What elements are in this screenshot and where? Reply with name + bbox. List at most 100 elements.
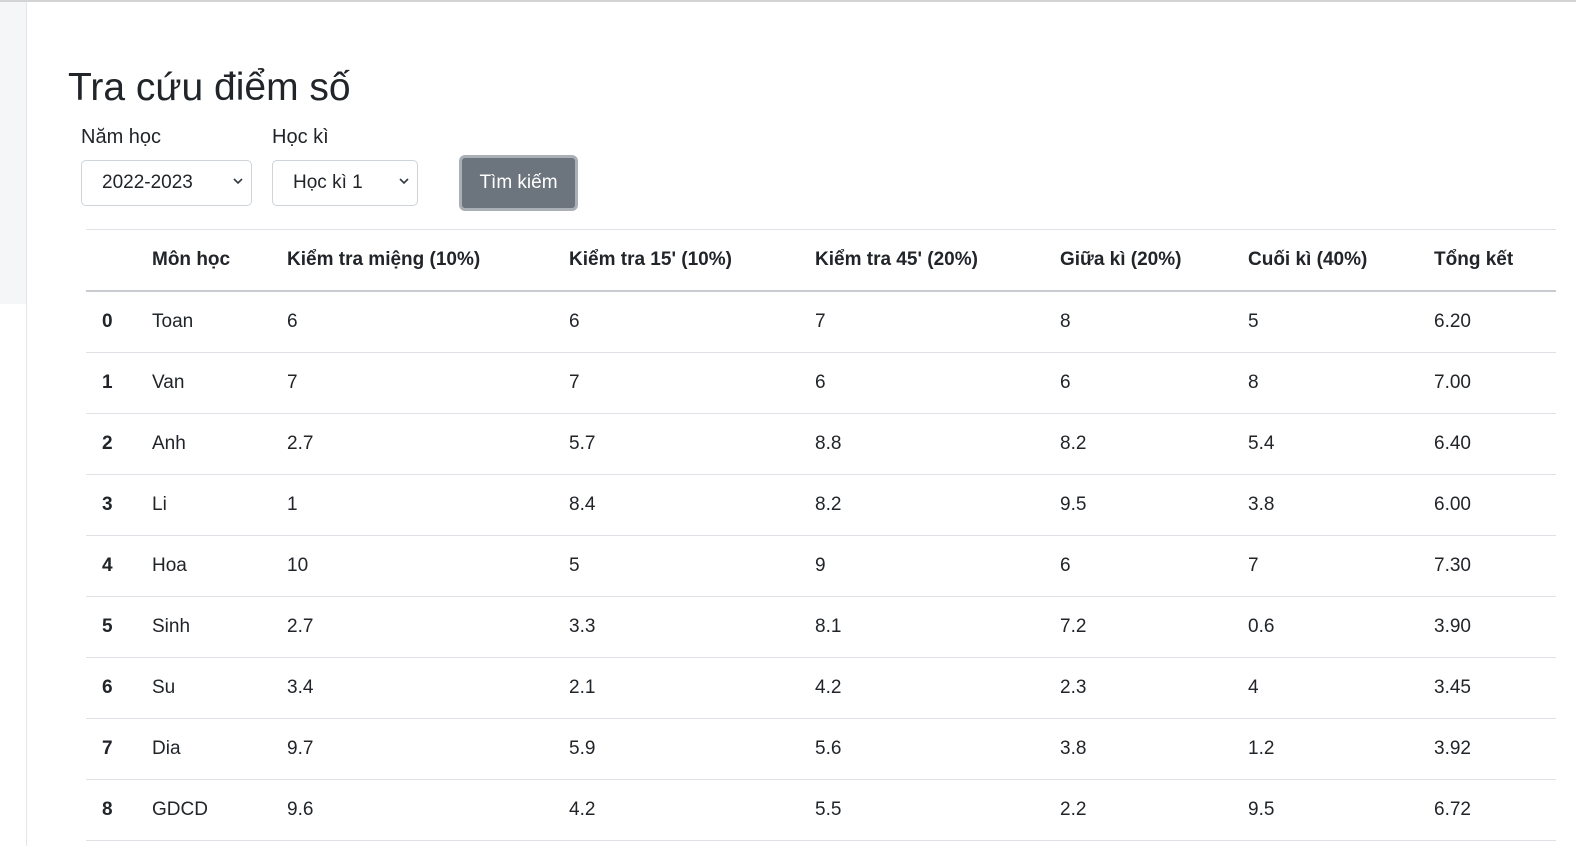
subject-cell: Sinh	[152, 596, 287, 658]
midterm-cell: 9.5	[1060, 474, 1248, 536]
semester-select-value: Học kì 1	[293, 172, 363, 193]
subject-header: Môn học	[152, 229, 287, 292]
subject-cell: Dia	[152, 718, 287, 780]
row-index: 0	[86, 291, 152, 353]
test-45-header: Kiểm tra 45' (20%)	[815, 229, 1060, 292]
semester-select[interactable]: Học kì 1	[272, 160, 418, 206]
year-select-value: 2022-2023	[102, 172, 193, 193]
search-button[interactable]: Tìm kiếm	[459, 155, 578, 211]
subject-cell: GDCD	[152, 779, 287, 841]
total-cell: 3.90	[1434, 596, 1556, 658]
oral-test-cell: 3.4	[287, 657, 569, 719]
index-header	[86, 229, 152, 292]
year-label: Năm học	[81, 126, 162, 148]
table-body: 0 Toan 6 6 7 8 5 6.20 1 Van 7 7 6 6 8 7.00 2 Anh 2.7 5.7 8.8…	[86, 291, 1556, 841]
midterm-cell: 6	[1060, 352, 1248, 414]
year-select[interactable]: 2022-2023	[81, 160, 252, 206]
row-index: 2	[86, 413, 152, 475]
final-cell: 4	[1248, 657, 1434, 719]
total-cell: 6.20	[1434, 291, 1556, 353]
final-cell: 8	[1248, 352, 1434, 414]
test-15-cell: 5.9	[569, 718, 815, 780]
oral-test-cell: 1	[287, 474, 569, 536]
test-15-cell: 5.7	[569, 413, 815, 475]
oral-test-cell: 6	[287, 291, 569, 353]
test-15-cell: 5	[569, 535, 815, 597]
semester-label: Học kì	[272, 126, 329, 148]
table-row: 5 Sinh 2.7 3.3 8.1 7.2 0.6 3.90	[86, 596, 1556, 658]
test-45-cell: 5.5	[815, 779, 1060, 841]
oral-test-cell: 9.7	[287, 718, 569, 780]
total-cell: 3.92	[1434, 718, 1556, 780]
final-cell: 3.8	[1248, 474, 1434, 536]
oral-test-cell: 2.7	[287, 596, 569, 658]
subject-cell: Li	[152, 474, 287, 536]
test-45-cell: 5.6	[815, 718, 1060, 780]
sidebar-panel	[0, 2, 27, 304]
row-index: 5	[86, 596, 152, 658]
midterm-cell: 6	[1060, 535, 1248, 597]
test-15-cell: 2.1	[569, 657, 815, 719]
midterm-cell: 8.2	[1060, 413, 1248, 475]
final-cell: 1.2	[1248, 718, 1434, 780]
test-45-cell: 8.2	[815, 474, 1060, 536]
final-cell: 9.5	[1248, 779, 1434, 841]
test-45-cell: 4.2	[815, 657, 1060, 719]
oral-test-header: Kiểm tra miệng (10%)	[287, 229, 569, 292]
subject-cell: Su	[152, 657, 287, 719]
total-cell: 6.40	[1434, 413, 1556, 475]
table-row: 6 Su 3.4 2.1 4.2 2.3 4 3.45	[86, 657, 1556, 719]
total-header: Tổng kết	[1434, 229, 1556, 292]
subject-cell: Toan	[152, 291, 287, 353]
midterm-cell: 2.3	[1060, 657, 1248, 719]
test-45-cell: 7	[815, 291, 1060, 353]
subject-cell: Anh	[152, 413, 287, 475]
subject-cell: Hoa	[152, 535, 287, 597]
midterm-cell: 8	[1060, 291, 1248, 353]
final-cell: 5	[1248, 291, 1434, 353]
chevron-down-icon	[233, 178, 243, 185]
midterm-header: Giữa kì (20%)	[1060, 229, 1248, 292]
midterm-cell: 3.8	[1060, 718, 1248, 780]
top-border	[0, 0, 1576, 2]
oral-test-cell: 10	[287, 535, 569, 597]
test-45-cell: 8.1	[815, 596, 1060, 658]
test-15-cell: 7	[569, 352, 815, 414]
row-index: 8	[86, 779, 152, 841]
total-cell: 3.45	[1434, 657, 1556, 719]
test-15-cell: 4.2	[569, 779, 815, 841]
table-row: 8 GDCD 9.6 4.2 5.5 2.2 9.5 6.72	[86, 779, 1556, 841]
test-15-cell: 8.4	[569, 474, 815, 536]
total-cell: 7.30	[1434, 535, 1556, 597]
subject-cell: Van	[152, 352, 287, 414]
test-45-cell: 6	[815, 352, 1060, 414]
row-index: 7	[86, 718, 152, 780]
row-index: 1	[86, 352, 152, 414]
oral-test-cell: 9.6	[287, 779, 569, 841]
test-15-cell: 3.3	[569, 596, 815, 658]
final-cell: 5.4	[1248, 413, 1434, 475]
chevron-down-icon	[399, 178, 409, 185]
row-index: 6	[86, 657, 152, 719]
table-row: 3 Li 1 8.4 8.2 9.5 3.8 6.00	[86, 474, 1556, 536]
table-header-row: Môn học Kiểm tra miệng (10%) Kiểm tra 15' …	[86, 229, 1556, 292]
midterm-cell: 2.2	[1060, 779, 1248, 841]
final-header: Cuối kì (40%)	[1248, 229, 1434, 292]
total-cell: 6.00	[1434, 474, 1556, 536]
test-45-cell: 8.8	[815, 413, 1060, 475]
oral-test-cell: 2.7	[287, 413, 569, 475]
table-row: 0 Toan 6 6 7 8 5 6.20	[86, 291, 1556, 353]
row-index: 3	[86, 474, 152, 536]
midterm-cell: 7.2	[1060, 596, 1248, 658]
table-row: 4 Hoa 10 5 9 6 7 7.30	[86, 535, 1556, 597]
final-cell: 0.6	[1248, 596, 1434, 658]
semester-filter: Học kì Học kì 1	[272, 124, 418, 206]
grades-table: Môn học Kiểm tra miệng (10%) Kiểm tra 15' …	[86, 229, 1556, 841]
page-title: Tra cứu điểm số	[68, 66, 351, 109]
table-row: 1 Van 7 7 6 6 8 7.00	[86, 352, 1556, 414]
sidebar-divider	[0, 304, 27, 846]
table-row: 2 Anh 2.7 5.7 8.8 8.2 5.4 6.40	[86, 413, 1556, 475]
test-15-header: Kiểm tra 15' (10%)	[569, 229, 815, 292]
oral-test-cell: 7	[287, 352, 569, 414]
row-index: 4	[86, 535, 152, 597]
